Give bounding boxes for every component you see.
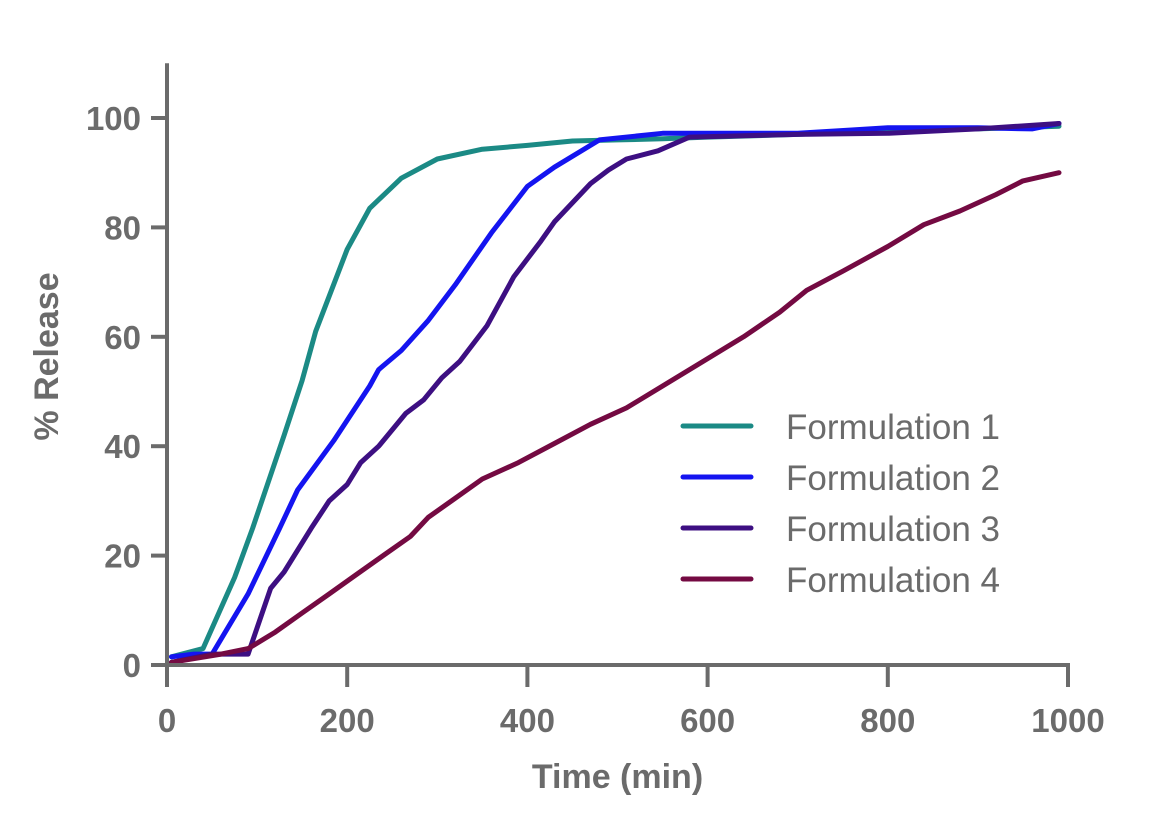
legend-label: Formulation 2 <box>786 459 1000 498</box>
x-tick-label: 1000 <box>1031 702 1104 739</box>
plot-area <box>169 121 1062 665</box>
x-tick-label: 0 <box>158 702 176 739</box>
y-tick-label: 60 <box>104 319 141 356</box>
y-tick-label: 20 <box>104 538 141 575</box>
series-line-formulation-3 <box>169 121 1062 665</box>
x-axis-title: Time (min) <box>532 758 703 796</box>
series-line-formulation-4 <box>169 170 1062 665</box>
series-line-formulation-2 <box>169 121 1062 660</box>
x-tick-label: 400 <box>500 702 555 739</box>
legend-label: Formulation 3 <box>786 510 1000 549</box>
axes <box>165 63 1070 667</box>
legend-label: Formulation 1 <box>786 408 1000 447</box>
y-tick-label: 40 <box>104 428 141 465</box>
y-tick-label: 100 <box>86 100 141 137</box>
legend-label: Formulation 4 <box>786 561 1000 600</box>
legend: Formulation 1 Formulation 2 Formulation 3 F… <box>680 408 1000 600</box>
y-tick-label: 80 <box>104 209 141 246</box>
y-tick-label: 0 <box>123 647 141 684</box>
y-axis-title: % Release <box>28 272 66 440</box>
x-tick-label: 800 <box>860 702 915 739</box>
x-tick-label: 200 <box>320 702 375 739</box>
x-tick-label: 600 <box>680 702 735 739</box>
